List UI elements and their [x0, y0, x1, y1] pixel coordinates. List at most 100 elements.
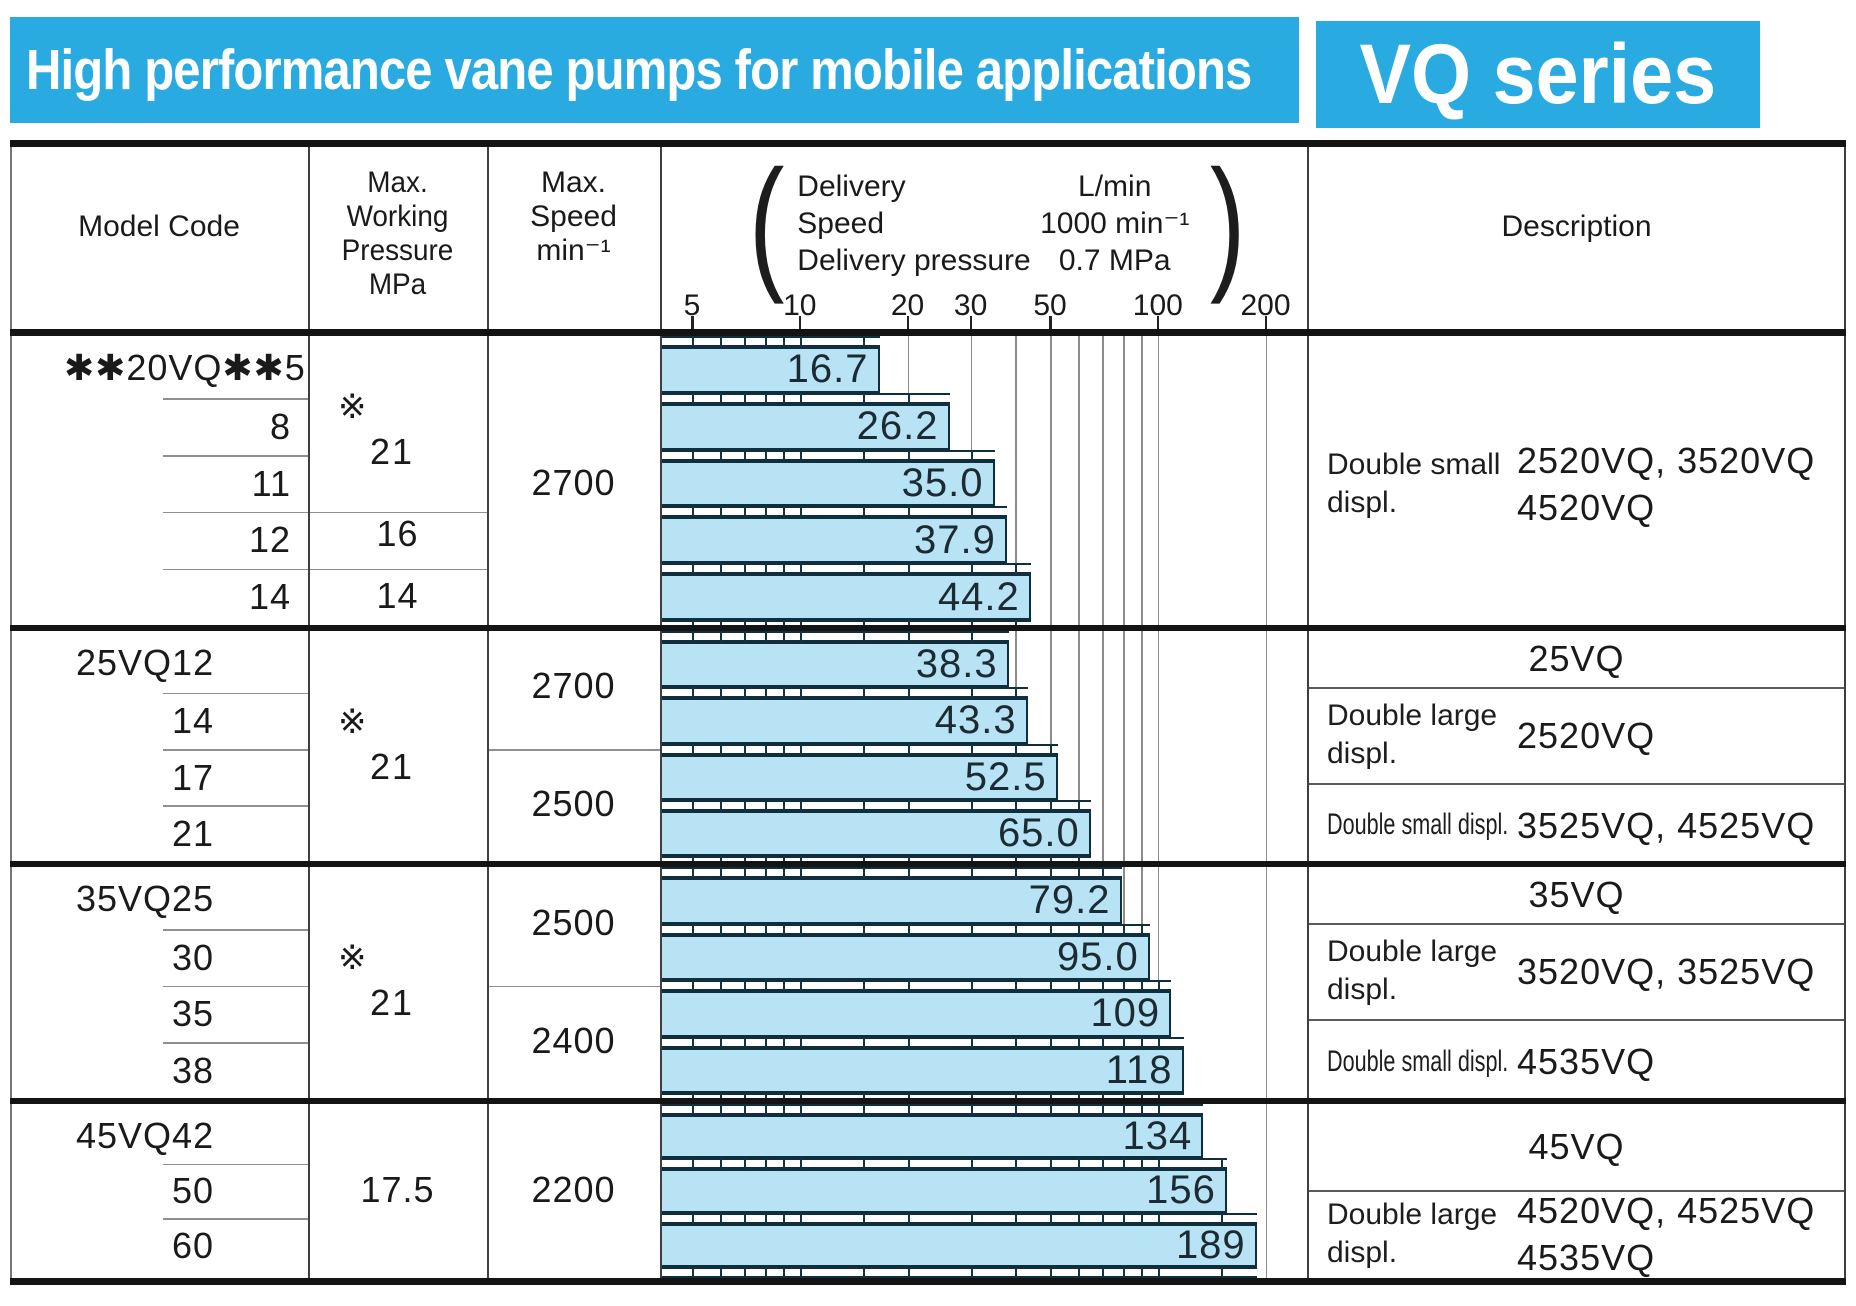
ruler-tick — [970, 799, 973, 811]
bar-value-label: 43.3 — [934, 698, 1017, 743]
ruler-tick — [692, 687, 694, 699]
ruler-tick — [1078, 799, 1081, 811]
ruler-tick — [765, 336, 768, 347]
ruler-tick — [692, 449, 694, 461]
description-label: Double large displ. — [1327, 1198, 1498, 1269]
ruler-tick — [970, 506, 973, 518]
ruler-tick — [862, 980, 865, 991]
description-separator — [1307, 1019, 1846, 1021]
model-row-separator — [163, 455, 308, 457]
ruler-tick — [907, 506, 910, 518]
description-cell: Double small displ. 3525VQ, 4525VQ — [1307, 783, 1846, 867]
series-badge: VQ series — [1316, 21, 1760, 128]
ruler-strip — [660, 687, 1028, 699]
speed-header-line: Max. — [540, 166, 606, 199]
ruler-tick — [783, 980, 786, 991]
ruler-tick — [720, 743, 723, 755]
model-row-separator — [163, 1042, 308, 1044]
ruler-strip — [660, 563, 1031, 575]
col-header-model-code: Model Code — [78, 210, 240, 243]
bar-value-label: 118 — [1105, 1047, 1173, 1092]
ruler-tick — [1050, 799, 1052, 811]
bar-row: 38.3 — [660, 642, 1009, 688]
ruler-tick — [765, 980, 768, 991]
ruler-tick — [1141, 923, 1144, 935]
axis-tick-label: 5 — [683, 289, 701, 322]
ruler-tick — [783, 867, 786, 878]
section-rule — [10, 861, 1846, 867]
gridline — [1141, 336, 1143, 1278]
model-code-sub: 17 — [171, 756, 214, 798]
ruler-tick — [692, 867, 694, 878]
ruler-tick — [1157, 1212, 1160, 1224]
ruler-tick — [692, 1104, 694, 1115]
pressure-note-mark: ※ — [338, 939, 367, 978]
model-code-sub: 12 — [248, 519, 291, 561]
ruler-tick — [907, 563, 910, 575]
ruler-tick — [783, 392, 786, 404]
description-label: Double small displ. — [1327, 447, 1501, 519]
speed-header-line: min⁻¹ — [536, 234, 611, 267]
bar-value-label: 37.9 — [914, 517, 996, 562]
model-code-sub: 60 — [171, 1224, 214, 1266]
ruler-tick — [692, 506, 694, 518]
bar-row: 109 — [660, 991, 1172, 1037]
section-rule — [10, 329, 1846, 336]
ruler-tick — [720, 563, 723, 575]
model-code-sub: 21 — [171, 812, 214, 854]
ruler-tick — [1102, 1036, 1105, 1048]
col-border-chart-description — [1307, 140, 1309, 1284]
ruler-tick — [1220, 1212, 1223, 1224]
ruler-tick — [744, 687, 747, 699]
ruler-tick — [862, 449, 865, 461]
ruler-tick — [1123, 1036, 1126, 1048]
page-title: High performance vane pumps for mobile a… — [26, 38, 1252, 102]
ruler-tick — [692, 980, 694, 991]
ruler-tick — [1078, 1104, 1081, 1115]
ruler-tick — [1141, 1036, 1144, 1048]
close-paren: ) — [1209, 140, 1246, 305]
bar-value-label: 156 — [1146, 1168, 1216, 1213]
ruler-tick — [1102, 1158, 1105, 1170]
ruler-tick — [1015, 1212, 1018, 1224]
description-separator — [1307, 783, 1846, 785]
axis-tick — [1264, 316, 1267, 329]
col-header-delivery: ( Delivery Speed Delivery pressure L/min… — [742, 140, 1252, 305]
ruler-strip — [660, 1212, 1257, 1224]
ruler-strip — [660, 799, 1091, 811]
ruler-tick — [1078, 1036, 1081, 1048]
bar-row: 95.0 — [660, 934, 1150, 980]
ruler-tick — [1157, 980, 1160, 991]
axis-tick — [798, 316, 802, 329]
ruler-tick — [970, 1036, 973, 1048]
bar-value-label: 16.7 — [786, 347, 869, 392]
description-models: 3520VQ, 3525VQ — [1517, 950, 1816, 992]
description-cell: Double large displ. 2520VQ — [1307, 687, 1846, 783]
ruler-tick — [783, 1104, 786, 1115]
ruler-tick — [799, 980, 802, 991]
gridline — [1102, 336, 1104, 1278]
bar-row: 52.5 — [660, 754, 1058, 800]
ruler-tick — [1102, 1267, 1105, 1278]
model-code-sub: 14 — [171, 700, 214, 742]
bar-row: 37.9 — [660, 517, 1007, 564]
description-cell: Double small displ. 4535VQ — [1307, 1019, 1846, 1104]
model-row-separator — [163, 1218, 308, 1220]
ruler-tick — [765, 799, 768, 811]
ruler-tick — [692, 392, 694, 404]
ruler-tick — [799, 743, 802, 755]
speed-row-separator — [487, 985, 660, 987]
description-series: 25VQ — [1528, 638, 1625, 679]
bar-value-label: 134 — [1122, 1114, 1193, 1159]
ruler-strip — [660, 392, 950, 404]
ruler-tick — [720, 687, 723, 699]
ruler-tick — [970, 980, 973, 991]
ruler-tick — [1102, 867, 1105, 878]
ruler-tick — [1015, 743, 1018, 755]
ruler-tick — [862, 799, 865, 811]
table-top-rule — [10, 140, 1846, 147]
gridline — [1123, 336, 1125, 1278]
description-label: Double small displ. — [1327, 1044, 1509, 1078]
ruler-tick — [765, 923, 768, 935]
